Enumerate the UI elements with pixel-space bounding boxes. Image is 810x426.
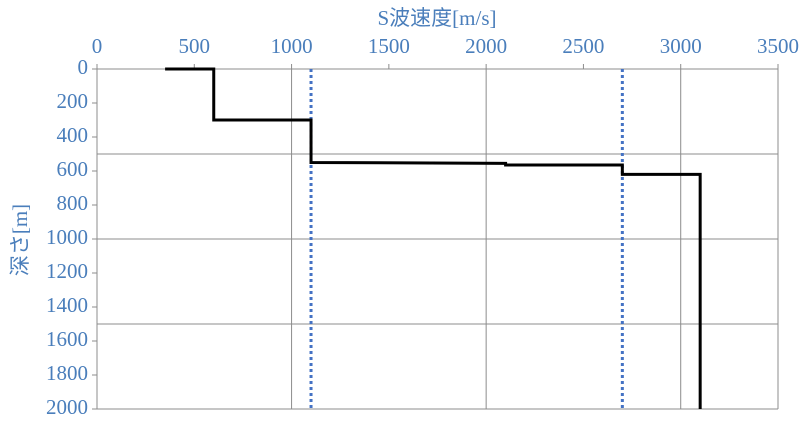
x-tick-label: 2500 [562, 34, 604, 58]
x-tick-label: 2000 [465, 34, 507, 58]
x-tick-label: 500 [179, 34, 211, 58]
x-tick-label: 3000 [660, 34, 702, 58]
x-tick-label: 0 [92, 34, 103, 58]
y-tick-label: 1000 [46, 225, 88, 249]
y-tick-label: 600 [57, 157, 89, 181]
chart-title: S波速度[m/s] [377, 6, 496, 30]
y-tick-label: 2000 [46, 395, 88, 419]
y-tick-label: 1800 [46, 361, 88, 385]
y-tick-label: 0 [78, 55, 89, 79]
y-tick-label: 1600 [46, 327, 88, 351]
y-tick-label: 200 [57, 89, 89, 113]
x-tick-label: 1500 [368, 34, 410, 58]
y-tick-label: 800 [57, 191, 89, 215]
x-tick-label: 1000 [271, 34, 313, 58]
y-tick-label: 1200 [46, 259, 88, 283]
y-axis-label: 深さ[m] [8, 204, 32, 276]
y-tick-label: 1400 [46, 293, 88, 317]
y-tick-label: 400 [57, 123, 89, 147]
x-tick-label: 3500 [757, 34, 799, 58]
profile-line [165, 67, 702, 409]
